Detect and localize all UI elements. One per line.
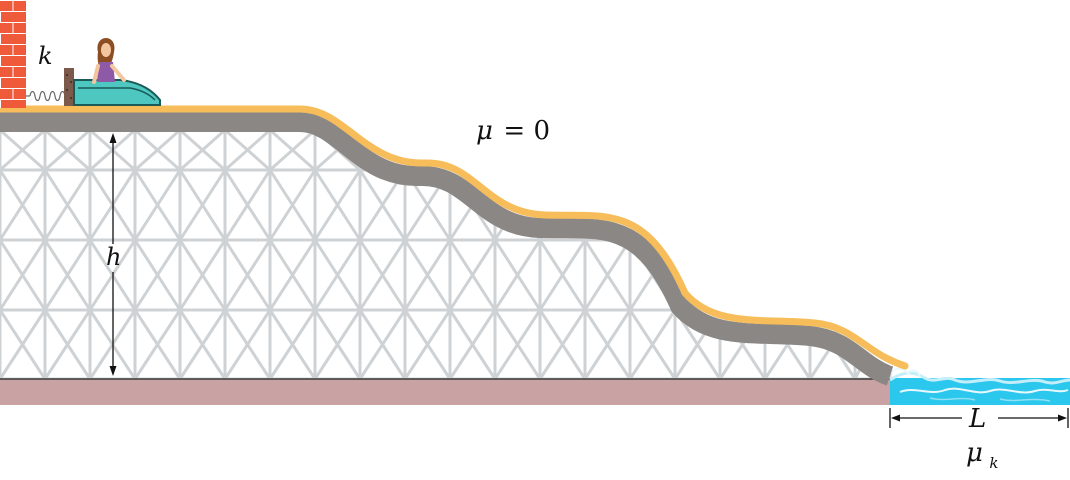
height-label: h [106,243,121,271]
track-friction-label: μ = 0 [476,116,550,146]
spring-constant-label: k [38,42,53,70]
track-body [0,112,894,386]
water-pool-icon [889,367,1070,405]
length-dimension [889,408,1069,428]
toboggan-icon [73,79,161,106]
kinetic-friction-symbol: μ [966,438,983,468]
kinetic-friction-label: μ k [966,438,999,472]
brick-wall-icon [0,0,26,108]
spring-icon [26,90,66,102]
water-length-label: L [968,404,986,434]
spring-plunger [64,68,74,106]
track-surface [0,105,909,370]
track-friction-symbol: μ [476,116,493,146]
height-dimension [109,133,117,376]
ground-strip [0,379,892,405]
kinetic-friction-subscript: k [989,454,998,472]
track-friction-value: = 0 [503,116,550,146]
rider-icon [92,38,126,84]
